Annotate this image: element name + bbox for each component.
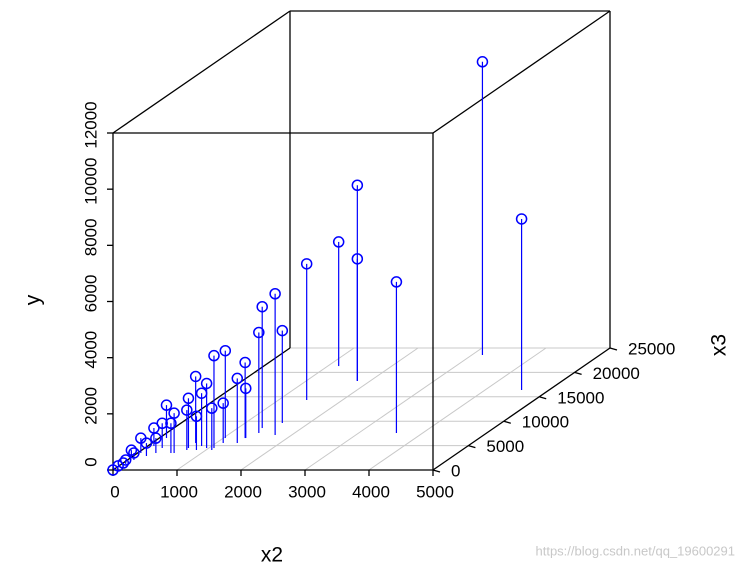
y-tick-label: 10000 [81,158,100,205]
grid-line [240,347,419,471]
y-tick-label: 8000 [81,218,100,256]
point [107,464,119,476]
x-tick-label: 4000 [352,482,390,501]
point [189,370,202,383]
box-edge [112,10,291,134]
watermark: https://blog.csdn.net/qq_19600291 [536,543,736,558]
point [239,356,251,369]
point [515,213,528,225]
z-tick-label: 20000 [593,364,640,383]
point [168,407,180,419]
point [390,276,403,288]
point [351,179,364,191]
y-tick-label: 2000 [81,387,100,425]
point [125,444,138,456]
point [208,349,220,362]
y-axis-title: y [22,294,45,305]
x-tick-label: 2000 [224,482,262,501]
y-tick-label: 6000 [81,275,100,313]
point [206,402,218,414]
point [195,387,208,399]
point [119,454,132,466]
point [332,236,345,248]
z-tick [503,420,511,424]
point [300,258,313,270]
z-tick [468,444,476,449]
box-edge [432,10,611,134]
z-tick-label: 5000 [486,437,524,456]
point [156,417,168,430]
point [217,397,229,409]
x-tick-label: 1000 [160,482,198,501]
point [200,377,213,390]
z-tick [574,371,582,376]
point [253,326,265,339]
y-tick-label: 4000 [81,331,100,369]
x-tick-label: 3000 [288,482,326,501]
grid-line [304,347,483,471]
y-tick-label: 12000 [81,101,100,148]
point [190,410,203,423]
z-tick [609,347,618,351]
x-axis-title: x2 [261,544,283,567]
z-tick-label: 0 [451,461,460,480]
z-tick [539,396,547,400]
x-tick-label: 0 [110,482,119,501]
box-edge [432,347,611,471]
z-tick-label: 15000 [557,388,604,407]
point [351,253,364,265]
z-tick [432,469,441,473]
grid-line [176,347,355,471]
point [160,399,173,411]
z-axis-title: x3 [708,334,731,356]
point [276,324,289,337]
point [182,392,195,405]
point [240,382,252,395]
z-tick-label: 25000 [628,339,675,358]
x-tick-label: 5000 [416,482,454,501]
y-tick-label: 0 [81,457,100,466]
point [181,404,193,416]
point [219,344,232,357]
point [231,372,244,385]
point [135,432,147,444]
point [256,300,268,313]
point [269,288,281,300]
point [165,417,177,429]
grid-line [368,347,547,471]
point [476,56,489,68]
z-tick-label: 10000 [522,413,569,432]
point [128,447,140,459]
point [150,432,162,444]
point [117,457,130,469]
